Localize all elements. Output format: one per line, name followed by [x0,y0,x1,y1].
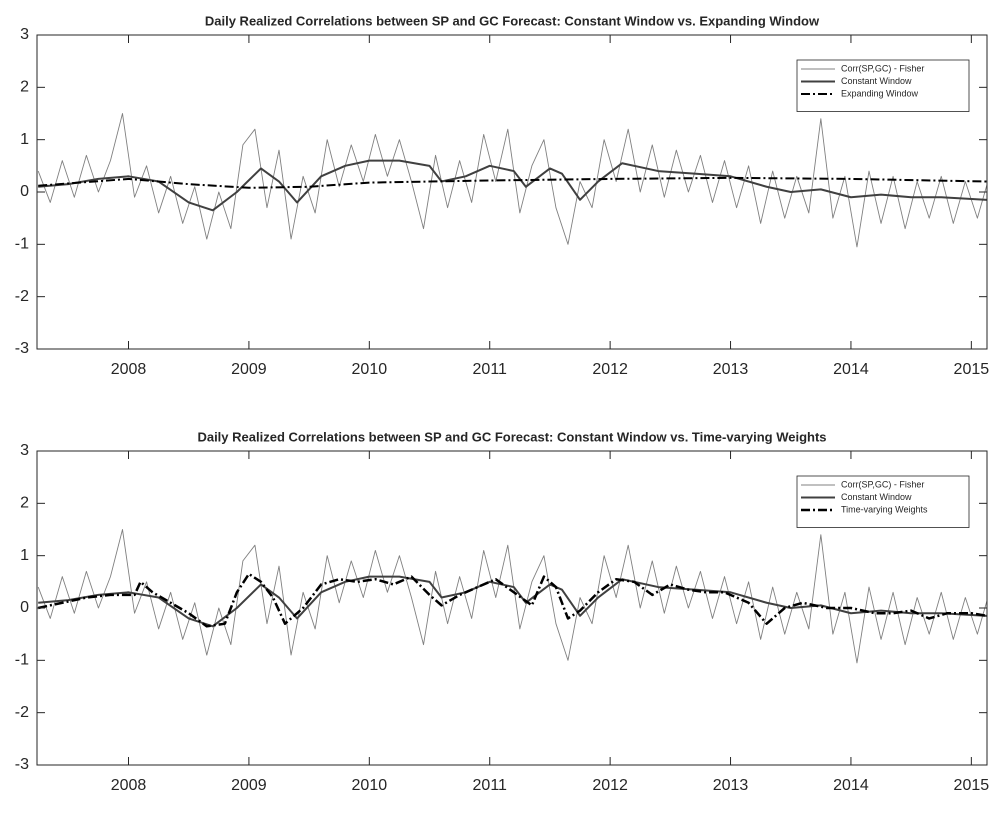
x-tick-label: 2011 [473,361,508,378]
series-line [38,575,987,628]
legend-label: Constant Window [841,492,912,502]
series-line [38,176,987,189]
chart-panel: Daily Realized Correlations between SP a… [15,13,990,378]
x-tick-label: 2008 [111,777,147,794]
y-tick-label: -3 [15,756,29,773]
x-tick-label: 2010 [352,361,388,378]
x-tick-label: 2014 [833,361,869,378]
legend: Corr(SP,GC) - Fisher Constant Window Expan… [796,59,970,112]
y-tick-label: -2 [15,288,29,305]
x-tick-label: 2015 [954,361,990,378]
chart-panel: Daily Realized Correlations between SP a… [15,429,990,794]
series-line [37,572,987,628]
y-tick-label: 0 [20,183,29,200]
x-tick-label: 2012 [592,777,628,794]
x-tick-label: 2011 [473,777,508,794]
legend-label: Corr(SP,GC) - Fisher [841,63,924,73]
x-tick-label: 2012 [592,361,628,378]
y-tick-label: 2 [20,79,29,96]
y-tick-label: -1 [15,652,29,669]
y-tick-label: -1 [15,236,29,253]
y-tick-label: 0 [20,599,29,616]
y-tick-label: -3 [15,340,29,357]
x-tick-label: 2013 [713,361,749,378]
legend-label: Time-varying Weights [841,504,928,514]
x-tick-label: 2009 [231,777,267,794]
x-tick-label: 2009 [231,361,267,378]
x-tick-label: 2013 [713,777,749,794]
y-tick-label: 3 [20,442,29,459]
y-tick-label: 1 [20,131,29,148]
y-tick-label: 1 [20,547,29,564]
y-tick-label: 3 [20,26,29,43]
data-layer [37,113,987,248]
y-tick-label: -2 [15,704,29,721]
x-tick-label: 2008 [111,361,147,378]
data-layer [37,529,987,664]
legend: Corr(SP,GC) - Fisher Constant Window Time-… [796,475,970,528]
x-tick-label: 2014 [833,777,869,794]
legend-label: Expanding Window [841,88,919,98]
axes-box [36,34,988,350]
x-tick-label: 2015 [954,777,990,794]
x-tick-label: 2010 [352,777,388,794]
y-tick-label: 2 [20,495,29,512]
chart-title: Daily Realized Correlations between SP a… [205,13,820,28]
series-line [38,159,987,212]
legend-label: Corr(SP,GC) - Fisher [841,479,924,489]
legend-label: Constant Window [841,76,912,86]
axes-box [36,450,988,766]
chart-title: Daily Realized Correlations between SP a… [197,429,826,444]
